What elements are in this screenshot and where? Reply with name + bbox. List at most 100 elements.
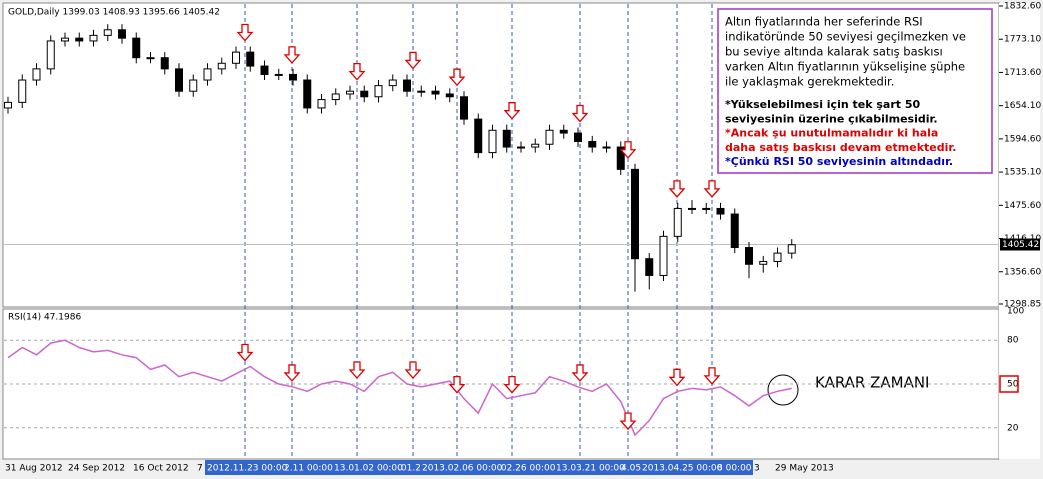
x-tick-label: 16 Oct 2012 [133, 464, 189, 474]
last-price-label: 1405.42 [1002, 240, 1039, 250]
candle-body [545, 129, 554, 145]
y-tick-label: 1594.60 [1004, 134, 1041, 144]
down-arrow [236, 343, 254, 362]
x-tick-label: .02.26 00:00 [498, 464, 556, 474]
last-price-box [1000, 238, 1040, 251]
candle-body [431, 90, 440, 95]
candle-body [260, 65, 269, 75]
candle-body [716, 207, 725, 215]
y-tick-label: 50 [1007, 380, 1019, 390]
x-tick-label: 13.03.21 00:00 [556, 464, 625, 474]
note-line: *Çünkü RSI 50 seviyesinin altındadır. [725, 155, 953, 168]
candle-body [246, 51, 255, 67]
candle-body [688, 207, 696, 210]
down-arrow [668, 180, 686, 198]
down-arrow [348, 361, 366, 379]
rsi-title: RSI(14) 47.1986 [8, 313, 81, 323]
candle-body [445, 93, 454, 98]
candle-body [160, 57, 169, 70]
annotation: KARAR ZAMANI [815, 374, 930, 392]
y-tick-label: 1773.10 [1004, 35, 1041, 45]
candle-body [118, 29, 126, 39]
x-tick-label: .01.2 [398, 464, 421, 474]
candle-body [303, 79, 312, 109]
x-tick-label: 13.01.02 00:00 [334, 464, 403, 474]
note-line: varken Altın fiyatlarının yükselişine şü… [725, 60, 965, 74]
down-arrow [503, 375, 521, 394]
candle-body [217, 62, 226, 70]
highlight-circle [767, 374, 799, 406]
note-line: *Ancak şu unutulmamalıdır ki hala [725, 127, 938, 140]
down-arrow [703, 367, 721, 385]
candle-body [787, 244, 796, 254]
down-arrow [348, 62, 366, 81]
candle-body [659, 235, 668, 276]
candle-body [588, 140, 597, 148]
candle-body [374, 85, 383, 98]
note-line: indikatöründe 50 seviyesi geçilmezken ve [725, 30, 966, 44]
chart-title: GOLD,Daily 1399.03 1408.93 1395.66 1405.… [8, 8, 220, 18]
y-tick-label: 1356.60 [1004, 267, 1041, 277]
y-tick-label: 100 [1007, 307, 1024, 317]
candle-body [32, 68, 41, 81]
candle-body [317, 99, 326, 109]
candle-body [75, 37, 84, 42]
candle-body [645, 258, 654, 276]
candle-body [474, 118, 483, 154]
y-tick-label: 1713.60 [1004, 68, 1041, 78]
down-arrow [503, 102, 521, 120]
x-tick-label: 2013.04.25 00:00 [642, 464, 723, 474]
x-tick-label: 2013.02.06 00:00 [422, 464, 503, 474]
candle-body [103, 29, 112, 36]
candle-body [274, 73, 283, 76]
candle-body [346, 90, 354, 95]
down-arrow [668, 368, 686, 387]
candle-body [602, 146, 611, 149]
down-arrow [703, 180, 721, 198]
candle-body [360, 90, 369, 98]
candle-body [289, 73, 297, 81]
candle-body [460, 96, 468, 120]
x-tick-label: 2012.11.23 00:00 [207, 464, 288, 474]
candle-body [175, 68, 183, 92]
candle-body [232, 51, 240, 64]
x-tick-label: 4.05 [621, 464, 641, 474]
candle-body [488, 129, 497, 154]
x-tick-label: 8 00:00 [717, 464, 752, 474]
down-arrow [571, 104, 589, 123]
x-tick-label: 2.11 00:00 [284, 464, 333, 474]
down-arrow [448, 68, 466, 87]
y-tick-label: 1475.60 [1004, 201, 1041, 211]
candle-body [132, 37, 141, 59]
x-tick-label: 3 [754, 464, 760, 474]
down-arrow [571, 364, 589, 382]
down-arrow [404, 361, 422, 379]
y-tick-label: 80 [1007, 336, 1019, 346]
candle-body [745, 247, 753, 265]
candle-body [616, 146, 625, 170]
candle-body [531, 143, 540, 148]
candle-body [631, 168, 639, 260]
note-line: ile yaklaşmak gerekmektedir. [725, 75, 894, 89]
candle-body [46, 40, 55, 70]
candle-body [61, 37, 69, 42]
candle-body [559, 129, 568, 134]
note-line: daha satış baskısı devam etmektedir. [725, 141, 956, 154]
candle-body [18, 79, 27, 103]
candle-body [773, 252, 782, 262]
candle-body [574, 132, 582, 142]
note-line: seviyesinin üzerine çıkabilmesidir. [725, 112, 938, 125]
rsi-level-box [999, 375, 1019, 393]
down-arrow [619, 141, 637, 159]
y-tick-label: 1535.10 [1004, 168, 1041, 178]
note-box [717, 8, 993, 174]
candle-body [403, 79, 411, 92]
candle-body [4, 101, 12, 109]
crosshair-highlight [205, 460, 753, 475]
candle-body [759, 260, 768, 265]
down-arrow [283, 46, 301, 64]
y-tick-label: 1298.85 [1004, 300, 1041, 310]
down-arrow [448, 375, 466, 394]
x-tick-label: 24 Sep 2012 [68, 464, 125, 474]
